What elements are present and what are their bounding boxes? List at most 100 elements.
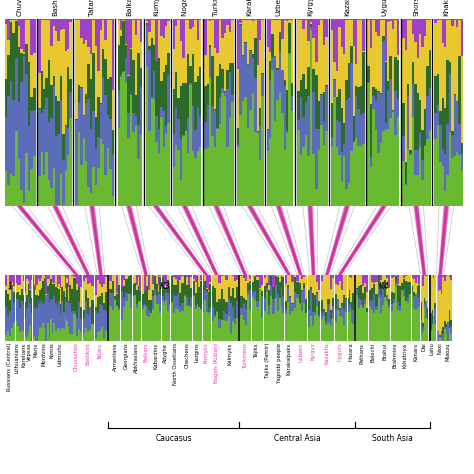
Bar [330,310,332,319]
Bar [308,19,310,41]
Bar [15,20,18,21]
Bar [9,336,11,341]
Bar [167,75,170,123]
Bar [444,47,447,108]
Bar [18,19,20,26]
Bar [325,275,328,312]
Bar [11,285,13,287]
Bar [87,314,89,331]
Text: Kyrgyz: Kyrgyz [311,343,316,360]
Bar [419,285,420,298]
Bar [401,290,403,341]
Bar [310,30,312,206]
Bar [80,286,82,308]
Bar [308,96,310,156]
Bar [212,286,214,307]
Bar [158,20,160,58]
Bar [10,20,12,22]
Bar [219,20,221,64]
Bar [167,19,170,21]
Bar [197,151,199,206]
Bar [220,276,223,289]
Bar [87,331,89,341]
Bar [296,294,299,298]
Bar [425,276,427,301]
Bar [425,318,427,341]
Bar [346,80,348,100]
Bar [349,290,350,304]
Bar [50,319,52,341]
Bar [47,286,49,293]
Bar [100,29,102,103]
Bar [277,293,279,310]
Bar [350,19,353,20]
Bar [450,320,452,327]
Bar [157,275,159,285]
Bar [293,275,296,277]
Bar [224,19,226,33]
Bar [112,196,114,206]
Bar [239,115,242,206]
Bar [92,53,95,111]
Bar [328,323,330,341]
Bar [154,289,156,295]
Bar [163,38,165,72]
Bar [165,287,167,292]
Bar [458,56,461,124]
Bar [247,283,249,292]
Bar [212,307,214,321]
Bar [240,276,243,297]
Bar [38,108,41,109]
Bar [244,43,247,97]
Text: Tatars: Tatars [99,343,103,359]
Bar [224,91,226,92]
Bar [120,29,122,36]
Bar [82,19,85,44]
Bar [296,298,299,341]
Bar [177,275,179,281]
Bar [173,19,175,48]
Bar [18,292,19,299]
Bar [397,310,399,341]
Bar [155,142,158,206]
Bar [195,306,197,310]
Bar [103,303,105,310]
Bar [101,327,103,341]
Bar [55,331,57,341]
Bar [283,150,286,206]
Bar [186,285,188,297]
Bar [7,185,10,206]
Bar [412,34,414,62]
Bar [393,302,395,341]
Bar [279,282,281,298]
Bar [395,282,397,286]
Bar [390,55,392,79]
Bar [305,20,308,89]
Bar [374,294,375,313]
Bar [397,275,399,284]
Bar [300,155,302,206]
Bar [461,56,463,143]
Bar [427,275,428,276]
Bar [343,295,345,309]
Bar [273,299,274,314]
Bar [328,275,330,299]
Bar [7,294,9,315]
Bar [138,277,139,286]
Bar [229,335,232,341]
Bar [155,61,158,62]
Bar [160,81,163,107]
Bar [308,67,310,96]
Bar [447,60,449,124]
Bar [7,315,9,331]
Bar [355,19,357,64]
Bar [219,283,220,299]
Bar [314,312,316,315]
Bar [367,82,370,83]
Bar [90,129,92,192]
Bar [36,295,37,308]
Bar [75,275,78,284]
Bar [58,328,60,341]
Bar [134,295,136,341]
Bar [204,275,206,281]
